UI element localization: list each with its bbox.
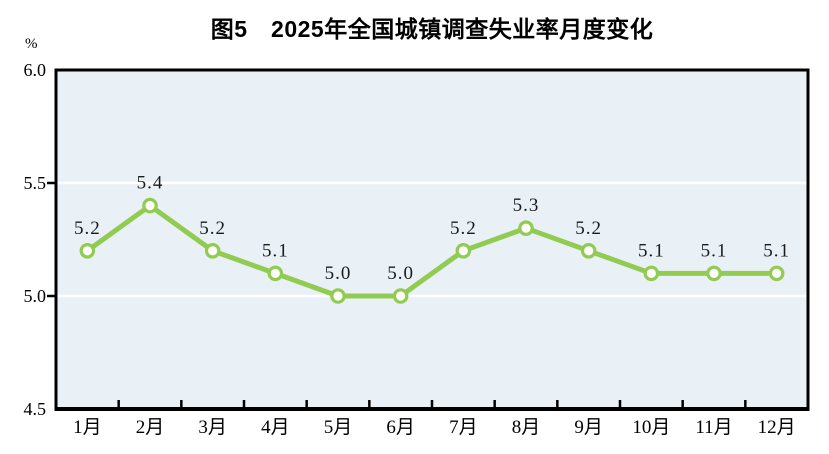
y-axis-unit-label: % (25, 36, 38, 52)
x-tick-label: 8月 (512, 417, 541, 438)
data-point-marker (142, 197, 158, 214)
x-tick-label: 2月 (136, 417, 165, 438)
data-label: 5.1 (262, 240, 289, 261)
y-tick-label: 6.0 (24, 60, 47, 80)
data-label: 5.0 (325, 263, 352, 284)
x-tick-label: 1月 (73, 417, 102, 438)
plot-area (56, 70, 808, 409)
chart-title: 图5 2025年全国城镇调查失业率月度变化 (210, 16, 654, 42)
data-label: 5.2 (199, 218, 226, 239)
data-label: 5.1 (763, 240, 790, 261)
data-point-marker (392, 288, 409, 304)
x-tick-label: 4月 (261, 417, 290, 438)
data-label: 5.2 (74, 218, 101, 239)
x-tick-label: 7月 (449, 417, 478, 438)
data-line (84, 203, 780, 299)
data-point-marker (580, 243, 597, 259)
x-tick-label: 10月 (632, 417, 670, 438)
data-label: 5.2 (575, 218, 602, 239)
x-tick-label: 6月 (386, 417, 415, 438)
data-point-marker (79, 243, 96, 259)
data-label: 5.4 (137, 173, 164, 194)
data-label: 5.1 (701, 240, 728, 261)
x-tick-label: 5月 (324, 417, 353, 438)
data-point-marker (518, 220, 534, 236)
x-tick-label: 12月 (758, 417, 796, 438)
data-point-marker (267, 265, 284, 282)
data-label: 5.1 (638, 240, 665, 261)
data-point-marker (204, 243, 221, 259)
data-point-marker (455, 243, 472, 259)
x-tick-label: 11月 (695, 417, 732, 438)
data-label: 5.0 (387, 263, 414, 284)
y-tick-label: 5.0 (24, 286, 47, 306)
x-tick-label: 9月 (574, 417, 603, 438)
data-label: 5.3 (513, 195, 540, 216)
y-tick-label: 5.5 (24, 173, 47, 193)
data-point-marker (643, 265, 660, 282)
y-tick-label: 4.5 (24, 399, 47, 419)
data-point-marker (330, 288, 346, 304)
data-label: 5.2 (450, 218, 477, 239)
data-point-marker (768, 265, 785, 282)
x-tick-label: 3月 (198, 417, 227, 438)
data-point-marker (706, 265, 722, 282)
